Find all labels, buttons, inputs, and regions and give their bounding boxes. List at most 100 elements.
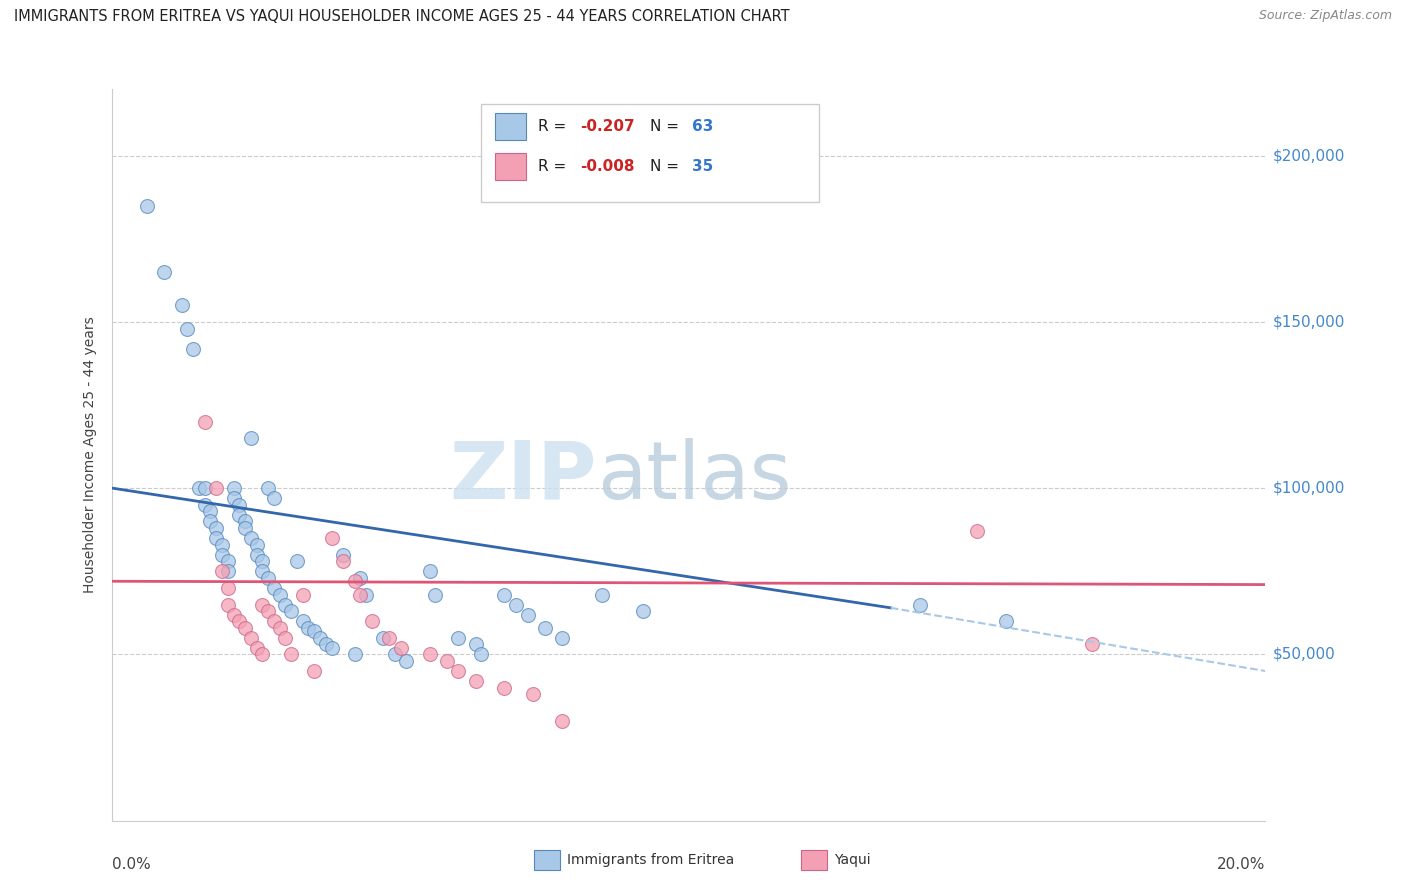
Point	[343, 574, 366, 589]
Point	[494, 588, 516, 602]
Point	[395, 654, 418, 668]
Point	[194, 481, 217, 495]
Point	[228, 614, 250, 628]
Text: Immigrants from Eritrea: Immigrants from Eritrea	[567, 853, 734, 867]
Point	[354, 588, 377, 602]
Point	[908, 598, 931, 612]
Text: Source: ZipAtlas.com: Source: ZipAtlas.com	[1258, 9, 1392, 22]
Text: $100,000: $100,000	[1272, 481, 1344, 496]
Point	[384, 648, 406, 662]
Point	[233, 621, 256, 635]
Point	[494, 681, 516, 695]
Point	[252, 564, 274, 578]
Point	[257, 481, 280, 495]
Point	[228, 498, 250, 512]
Point	[222, 491, 245, 505]
Point	[217, 564, 239, 578]
Point	[200, 504, 222, 518]
Point	[280, 648, 302, 662]
Point	[291, 588, 314, 602]
Point	[205, 521, 228, 535]
Point	[464, 637, 486, 651]
Point	[252, 554, 274, 568]
Point	[252, 598, 274, 612]
Point	[315, 637, 337, 651]
Text: -0.008: -0.008	[579, 159, 634, 174]
Point	[181, 342, 204, 356]
Point	[447, 631, 470, 645]
Point	[631, 604, 654, 618]
Point	[551, 631, 574, 645]
Point	[269, 621, 291, 635]
Point	[419, 648, 441, 662]
Text: $200,000: $200,000	[1272, 148, 1344, 163]
Text: Yaqui: Yaqui	[834, 853, 870, 867]
Point	[188, 481, 211, 495]
Point	[153, 265, 176, 279]
Text: -0.207: -0.207	[579, 119, 634, 134]
Point	[233, 521, 256, 535]
Point	[464, 673, 486, 688]
Text: $50,000: $50,000	[1272, 647, 1336, 662]
Point	[332, 554, 354, 568]
Point	[194, 498, 217, 512]
Point	[332, 548, 354, 562]
Point	[321, 640, 343, 655]
Point	[343, 648, 366, 662]
Point	[349, 571, 371, 585]
Point	[252, 648, 274, 662]
Point	[321, 531, 343, 545]
Point	[245, 640, 267, 655]
Point	[176, 321, 198, 335]
Point	[222, 607, 245, 622]
Point	[217, 554, 239, 568]
Text: N =: N =	[650, 119, 683, 134]
Point	[419, 564, 441, 578]
Text: 63: 63	[692, 119, 714, 134]
Point	[200, 515, 222, 529]
Text: atlas: atlas	[596, 438, 792, 516]
Point	[194, 415, 217, 429]
Text: 35: 35	[692, 159, 714, 174]
Point	[304, 664, 326, 678]
Point	[309, 631, 332, 645]
Point	[239, 531, 262, 545]
Text: 20.0%: 20.0%	[1218, 857, 1265, 872]
Point	[239, 631, 262, 645]
Point	[274, 598, 297, 612]
Point	[217, 598, 239, 612]
Text: R =: R =	[537, 159, 571, 174]
Text: IMMIGRANTS FROM ERITREA VS YAQUI HOUSEHOLDER INCOME AGES 25 - 44 YEARS CORRELATI: IMMIGRANTS FROM ERITREA VS YAQUI HOUSEHO…	[14, 9, 790, 24]
Point	[297, 621, 319, 635]
Point	[470, 648, 492, 662]
Text: ZIP: ZIP	[450, 438, 596, 516]
Point	[291, 614, 314, 628]
Point	[551, 714, 574, 728]
Point	[211, 564, 233, 578]
Text: $150,000: $150,000	[1272, 315, 1344, 329]
Point	[263, 614, 285, 628]
Point	[447, 664, 470, 678]
Point	[373, 631, 395, 645]
Text: 0.0%: 0.0%	[112, 857, 152, 872]
Point	[1081, 637, 1104, 651]
Point	[205, 531, 228, 545]
Point	[257, 604, 280, 618]
Point	[217, 581, 239, 595]
Point	[966, 524, 988, 539]
Point	[263, 581, 285, 595]
Point	[263, 491, 285, 505]
Point	[228, 508, 250, 522]
Point	[285, 554, 308, 568]
Point	[239, 431, 262, 445]
Point	[516, 607, 538, 622]
Point	[995, 614, 1018, 628]
Point	[245, 548, 267, 562]
Point	[136, 198, 159, 212]
Point	[280, 604, 302, 618]
Point	[205, 481, 228, 495]
Point	[522, 687, 544, 701]
Point	[505, 598, 527, 612]
Point	[436, 654, 458, 668]
Point	[360, 614, 382, 628]
